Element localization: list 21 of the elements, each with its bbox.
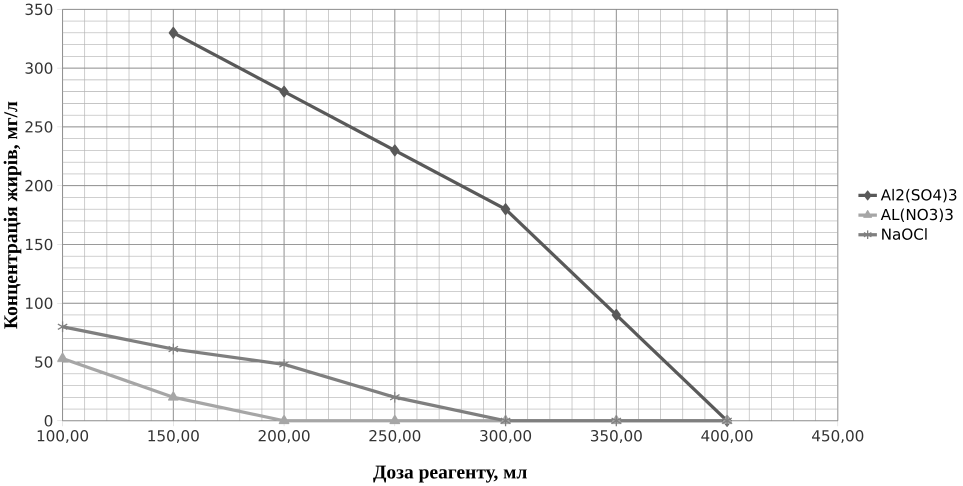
x-tick-label: 450,00 — [812, 430, 864, 443]
y-tick-label: 250 — [26, 121, 52, 133]
y-tick-label: 50 — [35, 356, 52, 368]
legend-label: Al2(SO4)3 — [880, 188, 956, 202]
x-tick-label: 150,00 — [148, 430, 199, 443]
y-tick-label: 200 — [26, 180, 52, 192]
y-tick-label: 350 — [26, 4, 52, 15]
y-tick-label: 0 — [44, 414, 52, 426]
legend-label: NaOCl — [882, 228, 927, 240]
x-tick-label: 200,00 — [258, 430, 310, 443]
x-tick-label: 250,00 — [369, 430, 420, 443]
y-tick-label: 150 — [26, 238, 52, 250]
y-tick-label: 100 — [26, 297, 52, 309]
y-axis-title: Концентрація жирів, мг/л — [4, 101, 22, 329]
x-tick-label: 100,00 — [38, 430, 88, 443]
legend-label: AL(NO3)3 — [880, 208, 953, 222]
x-tick-label: 300,00 — [480, 430, 532, 443]
x-axis-title: Доза реагенту, мл — [373, 466, 527, 483]
x-tick-label: 350,00 — [590, 430, 642, 443]
y-tick-label: 300 — [26, 62, 52, 74]
x-tick-label: 400,00 — [701, 430, 753, 443]
